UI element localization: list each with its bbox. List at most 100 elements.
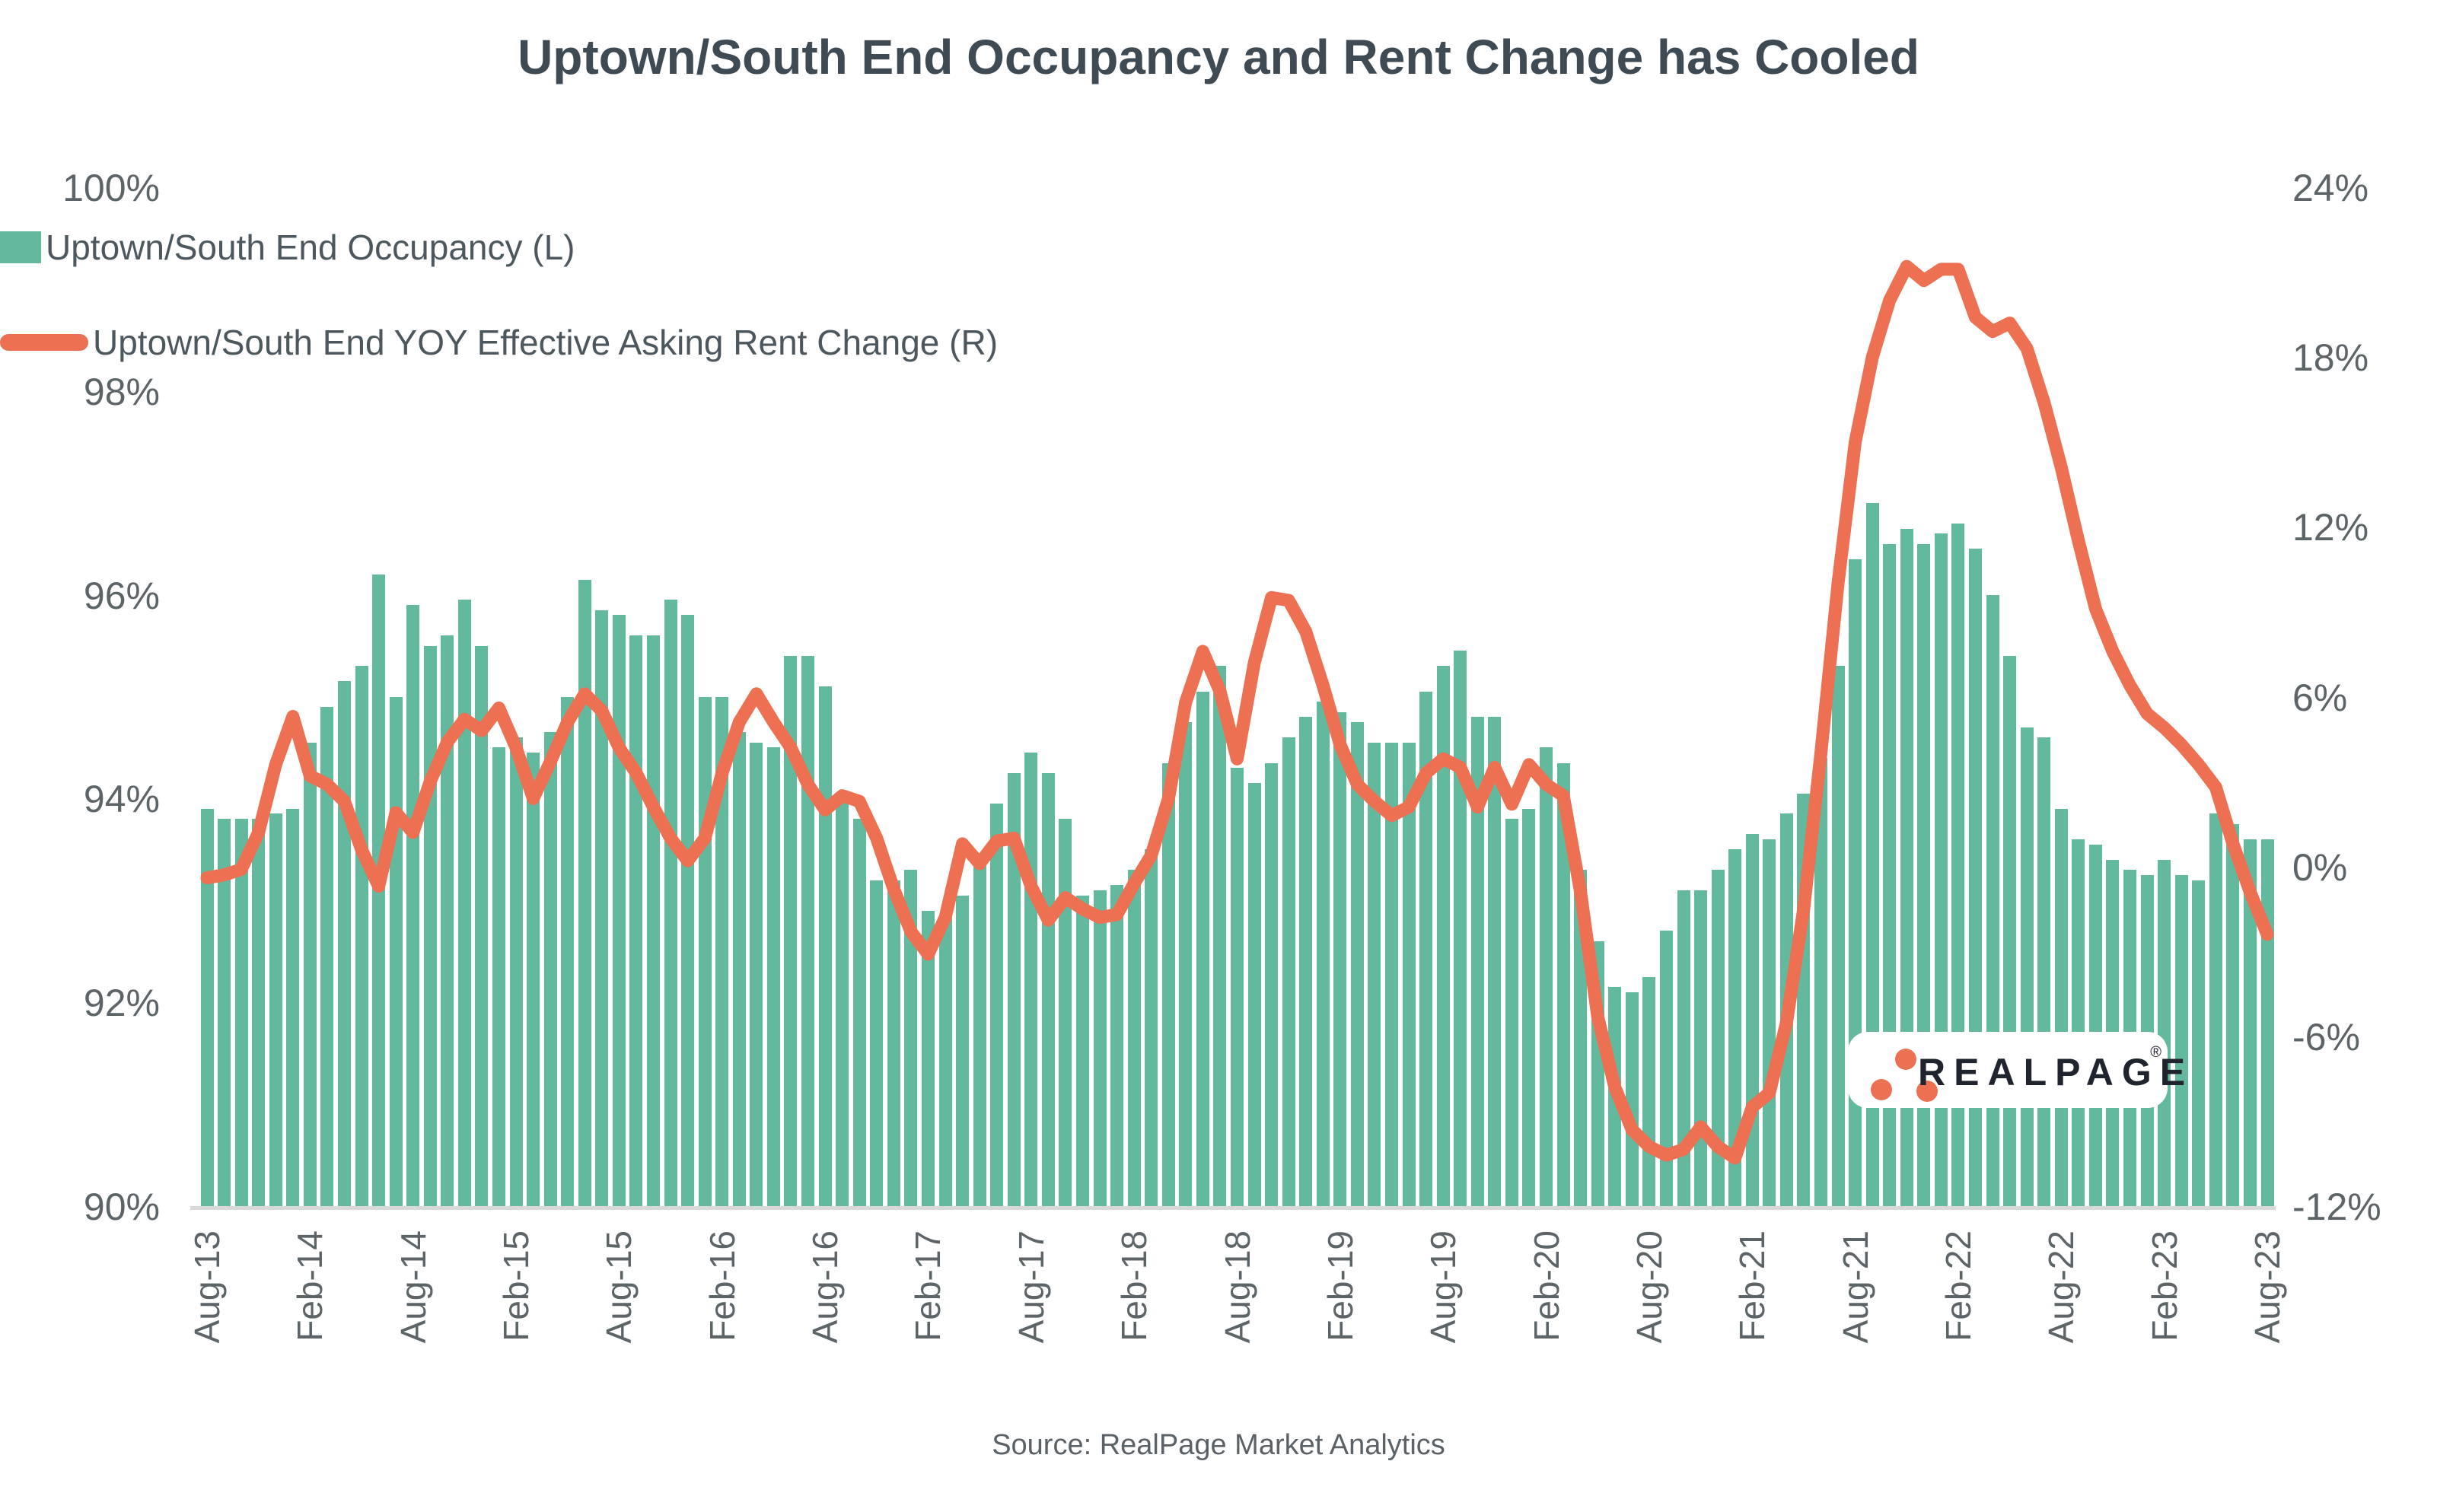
occupancy-bar [492,747,505,1206]
occupancy-bar [647,635,661,1206]
occupancy-bar [561,696,575,1206]
right-axis-tick: 24% [2292,167,2369,209]
occupancy-bar [818,686,832,1206]
occupancy-bar [1419,691,1433,1206]
occupancy-bar [1728,849,1742,1206]
occupancy-bar [527,753,540,1206]
occupancy-bar [1556,762,1570,1206]
occupancy-bar [1007,772,1021,1206]
occupancy-bar [1505,819,1518,1206]
left-axis-tick: 96% [83,574,160,617]
occupancy-bar [1316,702,1330,1206]
logo-registered-mark: ® [2150,1044,2161,1061]
occupancy-bar [784,655,798,1206]
occupancy-bar [595,610,609,1206]
occupancy-bar [1831,666,1845,1206]
occupancy-bar [269,813,282,1206]
rent-change-swatch-icon [0,334,88,351]
occupancy-bar [355,666,368,1206]
logo-text: REALPAGE [1918,1051,2194,1093]
right-axis-tick: 6% [2292,676,2348,719]
occupancy-bar [973,859,986,1206]
left-axis-tick: 90% [83,1186,160,1228]
occupancy-bar [1865,503,1879,1206]
occupancy-bar [2243,839,2257,1206]
occupancy-bar [2174,874,2188,1206]
occupancy-bar [1247,783,1261,1206]
occupancy-bar [234,819,248,1206]
occupancy-bar [1110,885,1124,1206]
occupancy-bar [766,747,780,1206]
logo-dot-icon [1871,1079,1892,1100]
occupancy-bar [990,804,1004,1206]
left-axis-tick: 94% [83,778,160,821]
occupancy-bar [1333,711,1347,1206]
occupancy-bar [715,696,729,1206]
occupancy-bar [2158,859,2171,1206]
occupancy-bar [1368,742,1381,1206]
occupancy-bar [1041,772,1055,1206]
occupancy-bar [1196,691,1209,1206]
legend-item-rent-change: Uptown/South End YOY Effective Asking Re… [0,320,998,365]
occupancy-bar [252,819,266,1206]
occupancy-bar [887,880,900,1206]
occupancy-bar [2209,813,2222,1206]
right-axis-tick: -6% [2292,1015,2360,1058]
occupancy-bar [921,910,935,1206]
occupancy-bar [457,600,471,1206]
occupancy-bar [1179,721,1193,1206]
occupancy-bar [870,880,884,1206]
occupancy-bar [852,819,866,1206]
occupancy-bar [1540,747,1553,1206]
occupancy-bar [750,742,763,1206]
left-axis-tick: 100% [62,167,160,209]
legend-item-occupancy: Uptown/South End Occupancy (L) [0,224,575,270]
occupancy-bar [1385,742,1399,1206]
occupancy-bar [1677,890,1690,1206]
occupancy-bar [1213,666,1227,1206]
occupancy-bar [1282,737,1295,1206]
occupancy-bar [904,870,918,1206]
occupancy-bar [2192,880,2206,1206]
occupancy-bar [2072,839,2085,1206]
occupancy-bar [732,732,746,1206]
occupancy-bar [1402,742,1416,1206]
occupancy-bar [1350,721,1364,1206]
occupancy-bar [1763,839,1776,1206]
occupancy-bar [1488,717,1502,1206]
occupancy-bar [1093,890,1107,1206]
occupancy-bar [303,742,317,1206]
occupancy-bar [836,793,849,1206]
legend-label-occupancy: Uptown/South End Occupancy (L) [46,228,575,267]
occupancy-bar [1265,762,1279,1206]
occupancy-bar [1625,992,1639,1206]
source-caption: Source: RealPage Market Analytics [992,1429,1445,1461]
occupancy-bar [543,732,557,1206]
occupancy-bar [956,895,970,1206]
occupancy-swatch-icon [0,231,41,263]
right-axis-tick: 18% [2292,336,2369,380]
occupancy-bar [320,706,334,1206]
occupancy-bar [218,819,231,1206]
occupancy-bar [681,615,695,1206]
occupancy-bar [664,600,677,1206]
occupancy-bar [406,604,420,1206]
occupancy-bar [1522,808,1536,1206]
occupancy-bar [2088,844,2102,1206]
occupancy-bar [1659,931,1673,1206]
rent-change-polyline [200,259,2274,1165]
occupancy-bar [1127,870,1141,1206]
occupancy-bar [200,808,214,1206]
occupancy-bar [509,737,523,1206]
left-axis-tick: 98% [83,370,160,413]
occupancy-bar [938,915,952,1206]
occupancy-bar [1075,895,1089,1206]
occupancy-bar [286,808,300,1206]
occupancy-bar [1814,757,1827,1206]
right-axis-tick: 0% [2292,845,2348,889]
logo-dot-icon [1895,1049,1916,1070]
occupancy-bar [1161,762,1175,1206]
occupancy-bar [1231,768,1244,1206]
